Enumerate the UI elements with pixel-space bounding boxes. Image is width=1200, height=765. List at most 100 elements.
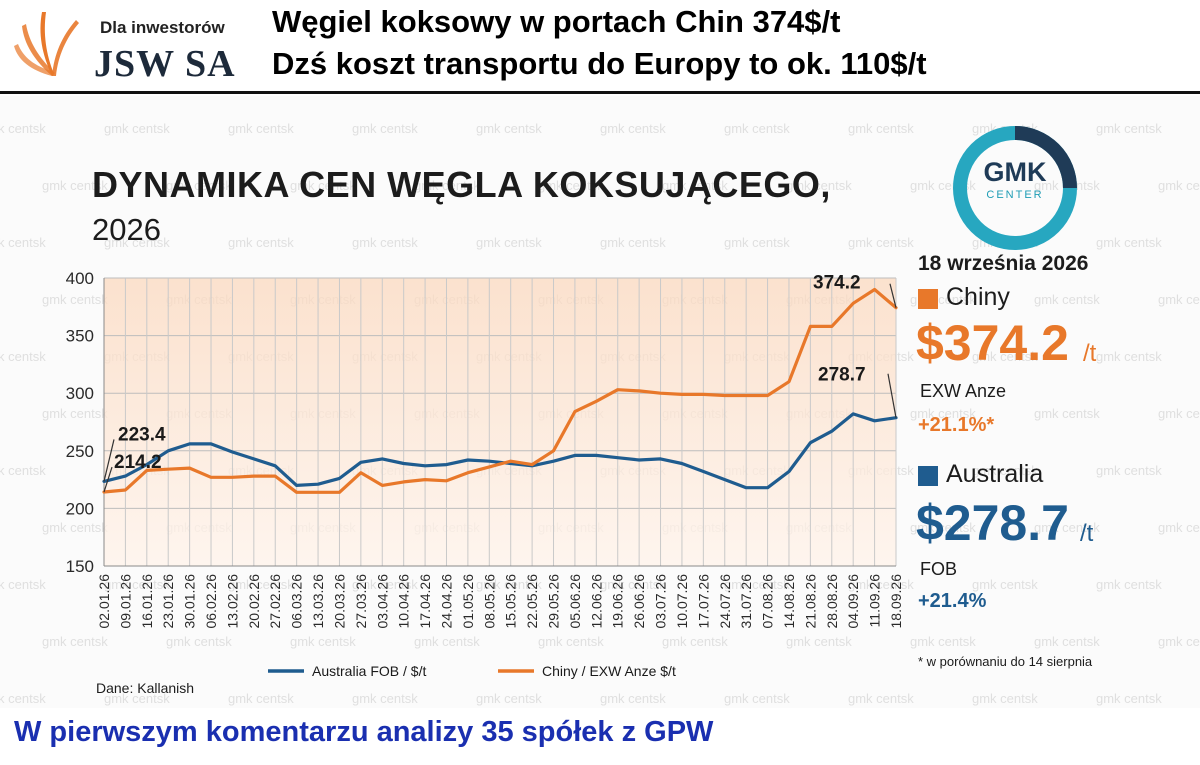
x-tick-label: 20.02.26	[246, 574, 262, 629]
plot-background	[104, 278, 896, 566]
annotation-leader	[103, 466, 113, 493]
watermark-text: gmk centsk	[42, 520, 108, 535]
footnote: * w porównaniu do 14 sierpnia	[918, 654, 1093, 669]
watermark-text: gmk centsk	[1034, 634, 1100, 649]
china-unit: /t	[1083, 340, 1097, 367]
price-chart: 150 200 250 300 350 400 02.01.26 09.01.26 16.01.…	[66, 269, 904, 679]
x-tick-label: 27.03.26	[353, 574, 369, 629]
watermark-text: gmk centsk	[104, 121, 170, 136]
watermark-text: gmk centsk	[414, 634, 480, 649]
watermark-text: gmk centsk	[786, 178, 852, 193]
watermark-text: gmk centsk	[848, 235, 914, 250]
watermark-text: gmk centsk	[538, 634, 604, 649]
x-tick-label: 20.03.26	[331, 574, 347, 629]
watermark-text: gmk centsk	[724, 691, 790, 706]
data-label: 278.7	[818, 365, 866, 386]
watermark-text: gmk centsk	[600, 121, 666, 136]
annotation-leader	[889, 283, 897, 308]
watermark-text: gmk centsk	[724, 121, 790, 136]
x-tick-label: 17.04.26	[417, 574, 433, 629]
watermark-text: gmk centsk	[0, 463, 46, 478]
x-tick-label: 18.09.26	[888, 574, 904, 629]
watermark-text: gmk centsk	[352, 691, 418, 706]
x-tick-label: 12.06.26	[588, 574, 604, 629]
x-tick-label: 01.05.26	[460, 574, 476, 629]
watermark-text: gmk centsk	[972, 577, 1038, 592]
header-divider	[0, 91, 1200, 94]
watermark-text: gmk centsk	[476, 235, 542, 250]
infographic-panel: gmk centsk gmk centsk gmk centsk gmk centsk…	[0, 96, 1200, 708]
side-date: 18 września 2026	[918, 252, 1089, 275]
data-source: Dane: Kallanish	[96, 680, 195, 696]
australia-basis: FOB	[920, 559, 958, 579]
watermark-text: gmk centsk	[0, 235, 46, 250]
watermark-text: gmk centsk	[1158, 292, 1200, 307]
logo-tagline: Dla inwestorów	[100, 18, 225, 37]
watermark-text: gmk centsk	[42, 634, 108, 649]
watermark-text: gmk centsk	[0, 691, 46, 706]
watermark-text: gmk centsk	[1096, 463, 1162, 478]
china-price: $374.2	[916, 315, 1069, 371]
watermark-text: gmk centsk	[1034, 292, 1100, 307]
x-tick-label: 03.04.26	[374, 574, 390, 629]
watermark-text: gmk centsk	[1158, 634, 1200, 649]
watermark-text: gmk centsk	[724, 577, 790, 592]
watermark-text: gmk centsk	[228, 577, 294, 592]
header: Dla inwestorów JSW SA Węgiel koksowy w p…	[0, 0, 1200, 94]
watermark-text: gmk centsk	[1096, 235, 1162, 250]
y-tick-label: 200	[66, 499, 94, 518]
y-tick-label: 300	[66, 384, 94, 403]
x-tick-label: 11.09.26	[867, 574, 883, 628]
australia-fob-line	[102, 412, 898, 490]
x-tick-label: 24.07.26	[717, 574, 733, 629]
watermark-text: gmk centsk	[42, 178, 108, 193]
x-tick-label: 07.08.26	[760, 574, 776, 629]
panel-year: 2026	[92, 212, 161, 247]
logo-brand: JSW SA	[94, 43, 236, 85]
watermark-text: gmk centsk	[414, 178, 480, 193]
legend-label: Chiny / EXW Anze $/t	[542, 663, 676, 679]
gmk-logo-sub: CENTER	[986, 189, 1044, 201]
watermark-text: gmk centsk	[662, 178, 728, 193]
x-tick-label: 02.01.26	[96, 574, 112, 629]
x-tick-label: 09.01.26	[117, 574, 133, 629]
watermark-text: gmk centsk	[42, 292, 108, 307]
x-tick-label: 05.06.26	[567, 574, 583, 629]
x-tick-label: 29.05.26	[546, 574, 562, 629]
y-tick-label: 350	[66, 327, 94, 346]
watermark-text: gmk centsk	[352, 121, 418, 136]
x-tick-label: 16.01.26	[139, 574, 155, 629]
australia-unit: /t	[1080, 520, 1094, 547]
x-tick-label: 14.08.26	[781, 574, 797, 629]
x-tick-label: 17.07.26	[695, 574, 711, 629]
watermark-text: gmk centsk	[910, 520, 976, 535]
x-tick-label: 23.01.26	[160, 574, 176, 629]
x-tick-label: 22.05.26	[524, 574, 540, 629]
watermark-text: gmk centsk	[972, 691, 1038, 706]
y-tick-label: 250	[66, 442, 94, 461]
watermark-text: gmk centsk	[1158, 178, 1200, 193]
watermark-text: gmk centsk	[104, 577, 170, 592]
annotation-leader	[103, 439, 115, 482]
data-label: 374.2	[813, 273, 861, 294]
australia-color-box	[918, 466, 938, 486]
china-change: +21.1%*	[918, 414, 995, 436]
watermark-text: gmk centsk	[104, 691, 170, 706]
watermark-text: gmk centsk	[0, 121, 46, 136]
watermark-text: gmk centsk	[910, 406, 976, 421]
x-tick-label: 04.09.26	[845, 574, 861, 629]
x-tick-label: 28.08.26	[824, 574, 840, 629]
x-tick-label: 31.07.26	[738, 574, 754, 629]
watermark-text: gmk centsk	[972, 349, 1038, 364]
australia-change: +21.4%	[918, 590, 987, 612]
watermark-text: gmk centsk	[290, 178, 356, 193]
x-tick-label: 06.03.26	[289, 574, 305, 629]
jsw-fan-icon	[14, 12, 79, 76]
watermark-text: gmk centsk	[1158, 406, 1200, 421]
watermark-text: gmk centsk	[662, 634, 728, 649]
x-tick-label: 26.06.26	[631, 574, 647, 629]
watermark-text: gmk centsk	[600, 691, 666, 706]
watermark-text: gmk centsk	[600, 577, 666, 592]
x-tick-label: 24.04.26	[438, 574, 454, 629]
